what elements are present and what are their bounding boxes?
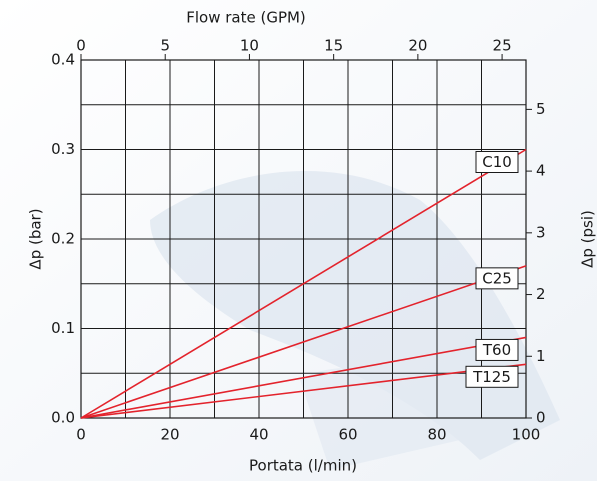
series-label-box [475,151,519,173]
series-label: T125 [472,368,511,386]
x2-tick-label: 0 [76,37,86,55]
y-tick-label: 0.1 [51,319,75,337]
y2-tick-label: 3 [536,223,546,241]
y-axis-label: Δp (bar) [27,208,45,269]
y-tick-label: 0.3 [51,140,75,158]
x-tick-label: 60 [338,426,357,444]
series-label: T60 [482,341,511,359]
data-line [80,148,527,419]
y2-tick-label: 1 [536,347,546,365]
x2-tick-label: 15 [324,37,343,55]
x2-tick-label: 25 [493,37,512,55]
x-tick-label: 100 [512,426,541,444]
x2-tick-label: 10 [240,37,259,55]
y-tick-label: 0.4 [51,51,75,69]
y2-tick-label: 4 [536,162,546,180]
series-label: C10 [482,153,512,171]
y2-tick-label: 5 [536,100,546,118]
y2-axis-label: Δp (psi) [579,210,597,268]
data-line [80,265,527,419]
x-axis-label: Portata (l/min) [249,457,357,475]
x2-axis-label: Flow rate (GPM) [186,9,306,27]
series-label-box [475,267,519,290]
x2-tick-label: 5 [160,37,170,55]
x-tick-label: 0 [76,426,86,444]
x-tick-label: 20 [160,426,179,444]
series-label: C25 [482,269,512,287]
data-line [80,363,527,419]
series-label-box [475,338,519,361]
y-tick-label: 0.0 [51,409,75,427]
x2-tick-label: 20 [408,37,427,55]
x-tick-label: 40 [249,426,268,444]
series-label-box [465,365,519,388]
y-tick-label: 0.2 [51,230,75,248]
watermark [300,368,460,470]
y2-tick-label: 0 [536,409,546,427]
y2-tick-label: 2 [536,285,546,303]
watermark [150,171,560,460]
data-line [80,336,527,419]
plot-frame [80,59,527,419]
x-tick-label: 80 [427,426,446,444]
